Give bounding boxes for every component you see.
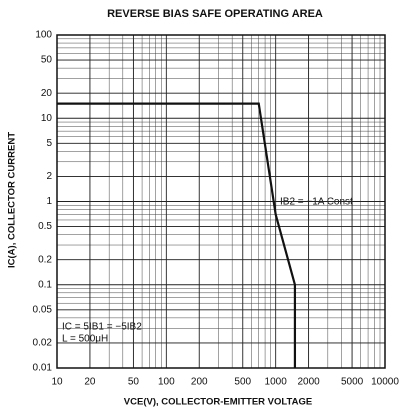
x-tick-label: 20: [84, 377, 96, 388]
x-axis-label: VCE(V), COLLECTOR-EMITTER VOLTAGE: [124, 397, 312, 408]
x-tick-label: 200: [191, 377, 208, 388]
y-tick-label: 1: [46, 196, 52, 207]
x-tick-label: 2000: [297, 377, 320, 388]
plot-frame: [56, 34, 386, 369]
y-tick-label: 0.5: [38, 221, 52, 232]
annotation: IB2 = −1A Const: [280, 197, 353, 208]
x-tick-label: 10: [51, 377, 63, 388]
y-tick-label: 0.05: [33, 304, 53, 315]
x-tick-label: 100: [158, 377, 175, 388]
y-axis-label: IC(A), COLLECTOR CURRENT: [7, 132, 18, 268]
y-tick-label: 50: [41, 55, 53, 66]
y-tick-label: 0.1: [38, 279, 52, 290]
annotation: L = 500μH: [62, 334, 108, 345]
y-tick-label: 0.01: [33, 363, 53, 374]
x-tick-label: 10000: [371, 377, 399, 388]
y-tick-label: 10: [41, 113, 53, 124]
y-tick-label: 2: [46, 171, 52, 182]
x-tick-label: 5000: [341, 377, 364, 388]
x-tick-label: 500: [234, 377, 251, 388]
chart-title: REVERSE BIAS SAFE OPERATING AREA: [107, 8, 323, 20]
y-tick-label: 0.2: [38, 254, 52, 265]
x-tick-label: 50: [128, 377, 140, 388]
data-line: [57, 102, 297, 368]
annotation: IC = 5IB1 = −5IB2: [62, 322, 142, 333]
y-tick-label: 5: [46, 138, 52, 149]
y-tick-label: 20: [41, 88, 53, 99]
y-tick-label: 0.02: [33, 338, 53, 349]
y-tick-label: 100: [35, 30, 52, 41]
x-tick-label: 1000: [265, 377, 288, 388]
